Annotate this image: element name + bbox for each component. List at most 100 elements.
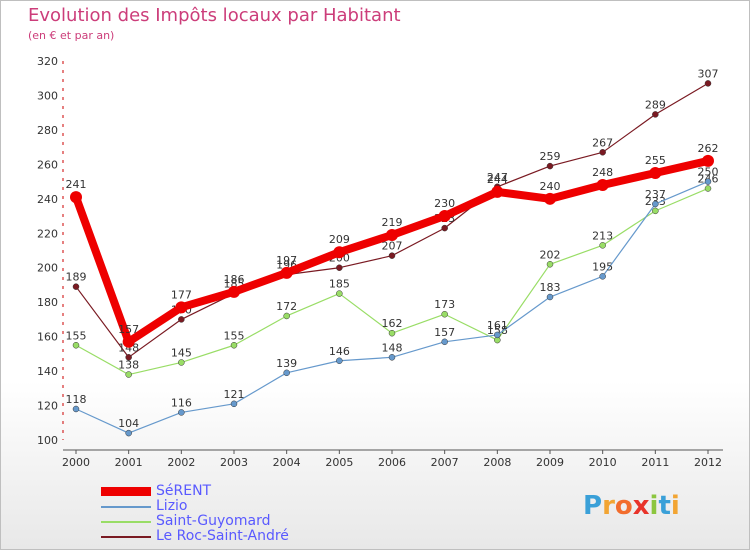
data-point-le-roc-saint-andr- — [704, 80, 712, 87]
data-label-saint-guyomard: 185 — [329, 278, 350, 291]
data-label-lizio: 116 — [171, 396, 192, 409]
data-label-saint-guyomard: 162 — [382, 317, 403, 330]
legend-swatch-serent — [101, 487, 151, 496]
data-label-lizio: 139 — [276, 357, 297, 370]
y-tick-label: 160 — [37, 331, 58, 344]
legend-label: Lizio — [156, 498, 188, 514]
data-label-s-rent: 240 — [540, 180, 561, 193]
data-point-s-rent — [280, 266, 293, 279]
data-point-le-roc-saint-andr- — [652, 111, 659, 118]
x-tick-label: 2009 — [536, 456, 564, 469]
data-label-le-roc-saint-andr-: 259 — [540, 150, 561, 163]
data-label-s-rent: 186 — [224, 273, 245, 286]
data-point-lizio — [178, 409, 185, 416]
data-label-saint-guyomard: 202 — [540, 248, 561, 261]
data-point-le-roc-saint-andr- — [125, 354, 132, 361]
legend-label: Saint-Guyomard — [156, 513, 271, 529]
data-label-saint-guyomard: 138 — [118, 359, 139, 372]
data-point-s-rent — [649, 166, 662, 179]
x-tick-label: 2004 — [273, 456, 301, 469]
logo-letter: t — [658, 491, 671, 521]
data-point-s-rent — [333, 246, 346, 259]
y-tick-label: 180 — [37, 296, 58, 309]
y-tick-label: 220 — [37, 227, 58, 240]
data-point-lizio — [388, 354, 396, 361]
data-point-lizio — [652, 200, 659, 208]
y-tick-label: 140 — [37, 365, 58, 378]
axes: 100 120 140 160 180 200 220 240 260 280 300 320 2000… — [37, 55, 723, 469]
data-point-le-roc-saint-andr- — [599, 149, 606, 156]
x-tick-label: 2010 — [589, 456, 617, 469]
data-label-lizio: 157 — [434, 326, 455, 339]
data-point-saint-guyomard — [652, 207, 659, 215]
data-label-s-rent: 255 — [645, 154, 666, 167]
data-point-lizio — [283, 369, 290, 377]
data-point-saint-guyomard — [336, 290, 343, 297]
data-point-le-roc-saint-andr- — [72, 283, 80, 290]
x-tick-label: 2011 — [641, 456, 669, 469]
data-label-lizio: 183 — [540, 281, 561, 294]
data-label-lizio: 237 — [645, 188, 666, 201]
data-label-le-roc-saint-andr-: 189 — [66, 271, 87, 284]
x-tick-label: 2008 — [483, 456, 511, 469]
data-label-le-roc-saint-andr-: 307 — [698, 67, 719, 80]
y-tick-label: 300 — [37, 89, 58, 102]
y-tick-label: 200 — [37, 262, 58, 275]
data-point-lizio — [125, 429, 132, 437]
data-point-le-roc-saint-andr- — [336, 264, 343, 271]
data-point-le-roc-saint-andr- — [388, 252, 396, 259]
data-point-saint-guyomard — [441, 310, 448, 318]
logo-letter: i — [670, 491, 680, 521]
data-label-le-roc-saint-andr-: 267 — [592, 136, 613, 149]
data-point-lizio — [494, 331, 501, 339]
legend-item-serent: SéRENT — [101, 484, 289, 499]
y-tick-label: 260 — [37, 158, 58, 171]
data-label-s-rent: 219 — [382, 216, 403, 229]
logo-letter: P — [583, 491, 603, 521]
legend-swatch-saint-guyomard — [101, 520, 151, 523]
y-tick-label: 100 — [37, 434, 58, 447]
data-label-lizio: 148 — [382, 341, 403, 354]
x-tick-label: 2003 — [220, 456, 248, 469]
data-point-saint-guyomard — [599, 242, 606, 249]
data-point-lizio — [704, 178, 712, 185]
data-label-s-rent: 248 — [592, 166, 613, 179]
legend-item-lizio: Lizio — [101, 499, 289, 514]
data-point-s-rent — [544, 192, 556, 205]
series-lines: 1891481701851962002072232472592672893071… — [66, 67, 719, 437]
data-label-saint-guyomard: 155 — [66, 329, 87, 342]
data-point-s-rent — [386, 228, 398, 241]
logo-letter: x — [632, 491, 650, 521]
data-point-le-roc-saint-andr- — [546, 162, 554, 170]
data-point-le-roc-saint-andr- — [441, 224, 448, 232]
y-tick-label: 320 — [37, 55, 58, 68]
data-point-saint-guyomard — [283, 312, 290, 320]
data-label-lizio: 195 — [592, 260, 613, 273]
y-tick-label: 240 — [37, 193, 58, 206]
y-tick-label: 280 — [37, 124, 58, 137]
logo-letter: i — [649, 491, 659, 521]
data-point-s-rent — [596, 179, 609, 192]
data-label-lizio: 121 — [224, 388, 245, 401]
legend-item-saint-guyomard: Saint-Guyomard — [101, 514, 289, 529]
chart-subtitle: (en € et par an) — [28, 29, 115, 42]
data-label-lizio: 250 — [698, 166, 719, 179]
data-label-lizio: 118 — [66, 393, 87, 406]
data-label-lizio: 161 — [487, 319, 508, 332]
data-label-s-rent: 262 — [698, 142, 719, 155]
data-label-saint-guyomard: 158 — [487, 324, 508, 337]
x-tick-label: 2000 — [62, 456, 90, 469]
data-label-s-rent: 197 — [276, 254, 297, 267]
data-point-s-rent — [70, 191, 82, 204]
x-tick-label: 2006 — [378, 456, 406, 469]
data-point-lizio — [230, 400, 238, 408]
data-label-s-rent: 244 — [487, 173, 508, 186]
data-point-saint-guyomard — [72, 342, 80, 349]
x-tick-label: 2005 — [325, 456, 353, 469]
x-tick-label: 2012 — [694, 456, 722, 469]
data-point-saint-guyomard — [388, 329, 396, 337]
data-point-lizio — [441, 338, 448, 346]
logo-letter: r — [602, 491, 615, 521]
data-label-le-roc-saint-andr-: 207 — [382, 240, 403, 253]
